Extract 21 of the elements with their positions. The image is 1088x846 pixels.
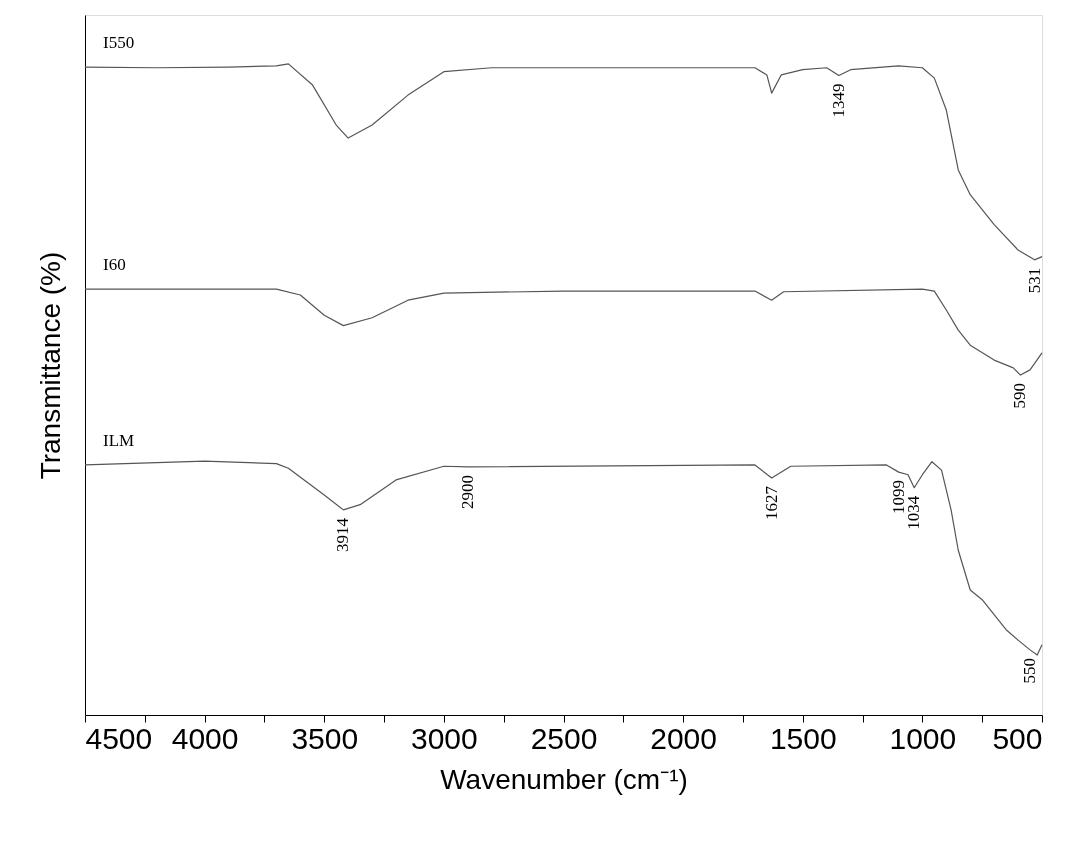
annotation: 1627 xyxy=(761,485,781,520)
series-label: I550 xyxy=(103,33,135,53)
x-tick-label: 3500 xyxy=(291,721,359,755)
series-label: ILM xyxy=(103,430,135,450)
series-label: I60 xyxy=(103,255,126,275)
x-tick-label: 3000 xyxy=(411,721,478,755)
annotation: 550 xyxy=(1020,657,1040,684)
annotation: 531 xyxy=(1024,267,1044,294)
x-tick-label: 1500 xyxy=(769,721,837,755)
x-axis-title: Wavenumber (cm⁻¹) xyxy=(440,763,688,795)
x-tick-label: 2000 xyxy=(650,721,717,755)
x-tick-label: 2500 xyxy=(530,721,598,755)
annotation: 1349 xyxy=(828,83,848,118)
annotation: 3914 xyxy=(333,517,353,552)
annotation: 2900 xyxy=(457,474,477,509)
x-tick-label: 500 xyxy=(992,721,1043,755)
x-tick-label: 4500 xyxy=(85,721,153,755)
annotation: 590 xyxy=(1010,383,1030,409)
x-tick-label: 1000 xyxy=(889,721,957,755)
y-axis-title: Transmittance (%) xyxy=(34,251,66,480)
x-tick-label: 4000 xyxy=(171,721,239,755)
